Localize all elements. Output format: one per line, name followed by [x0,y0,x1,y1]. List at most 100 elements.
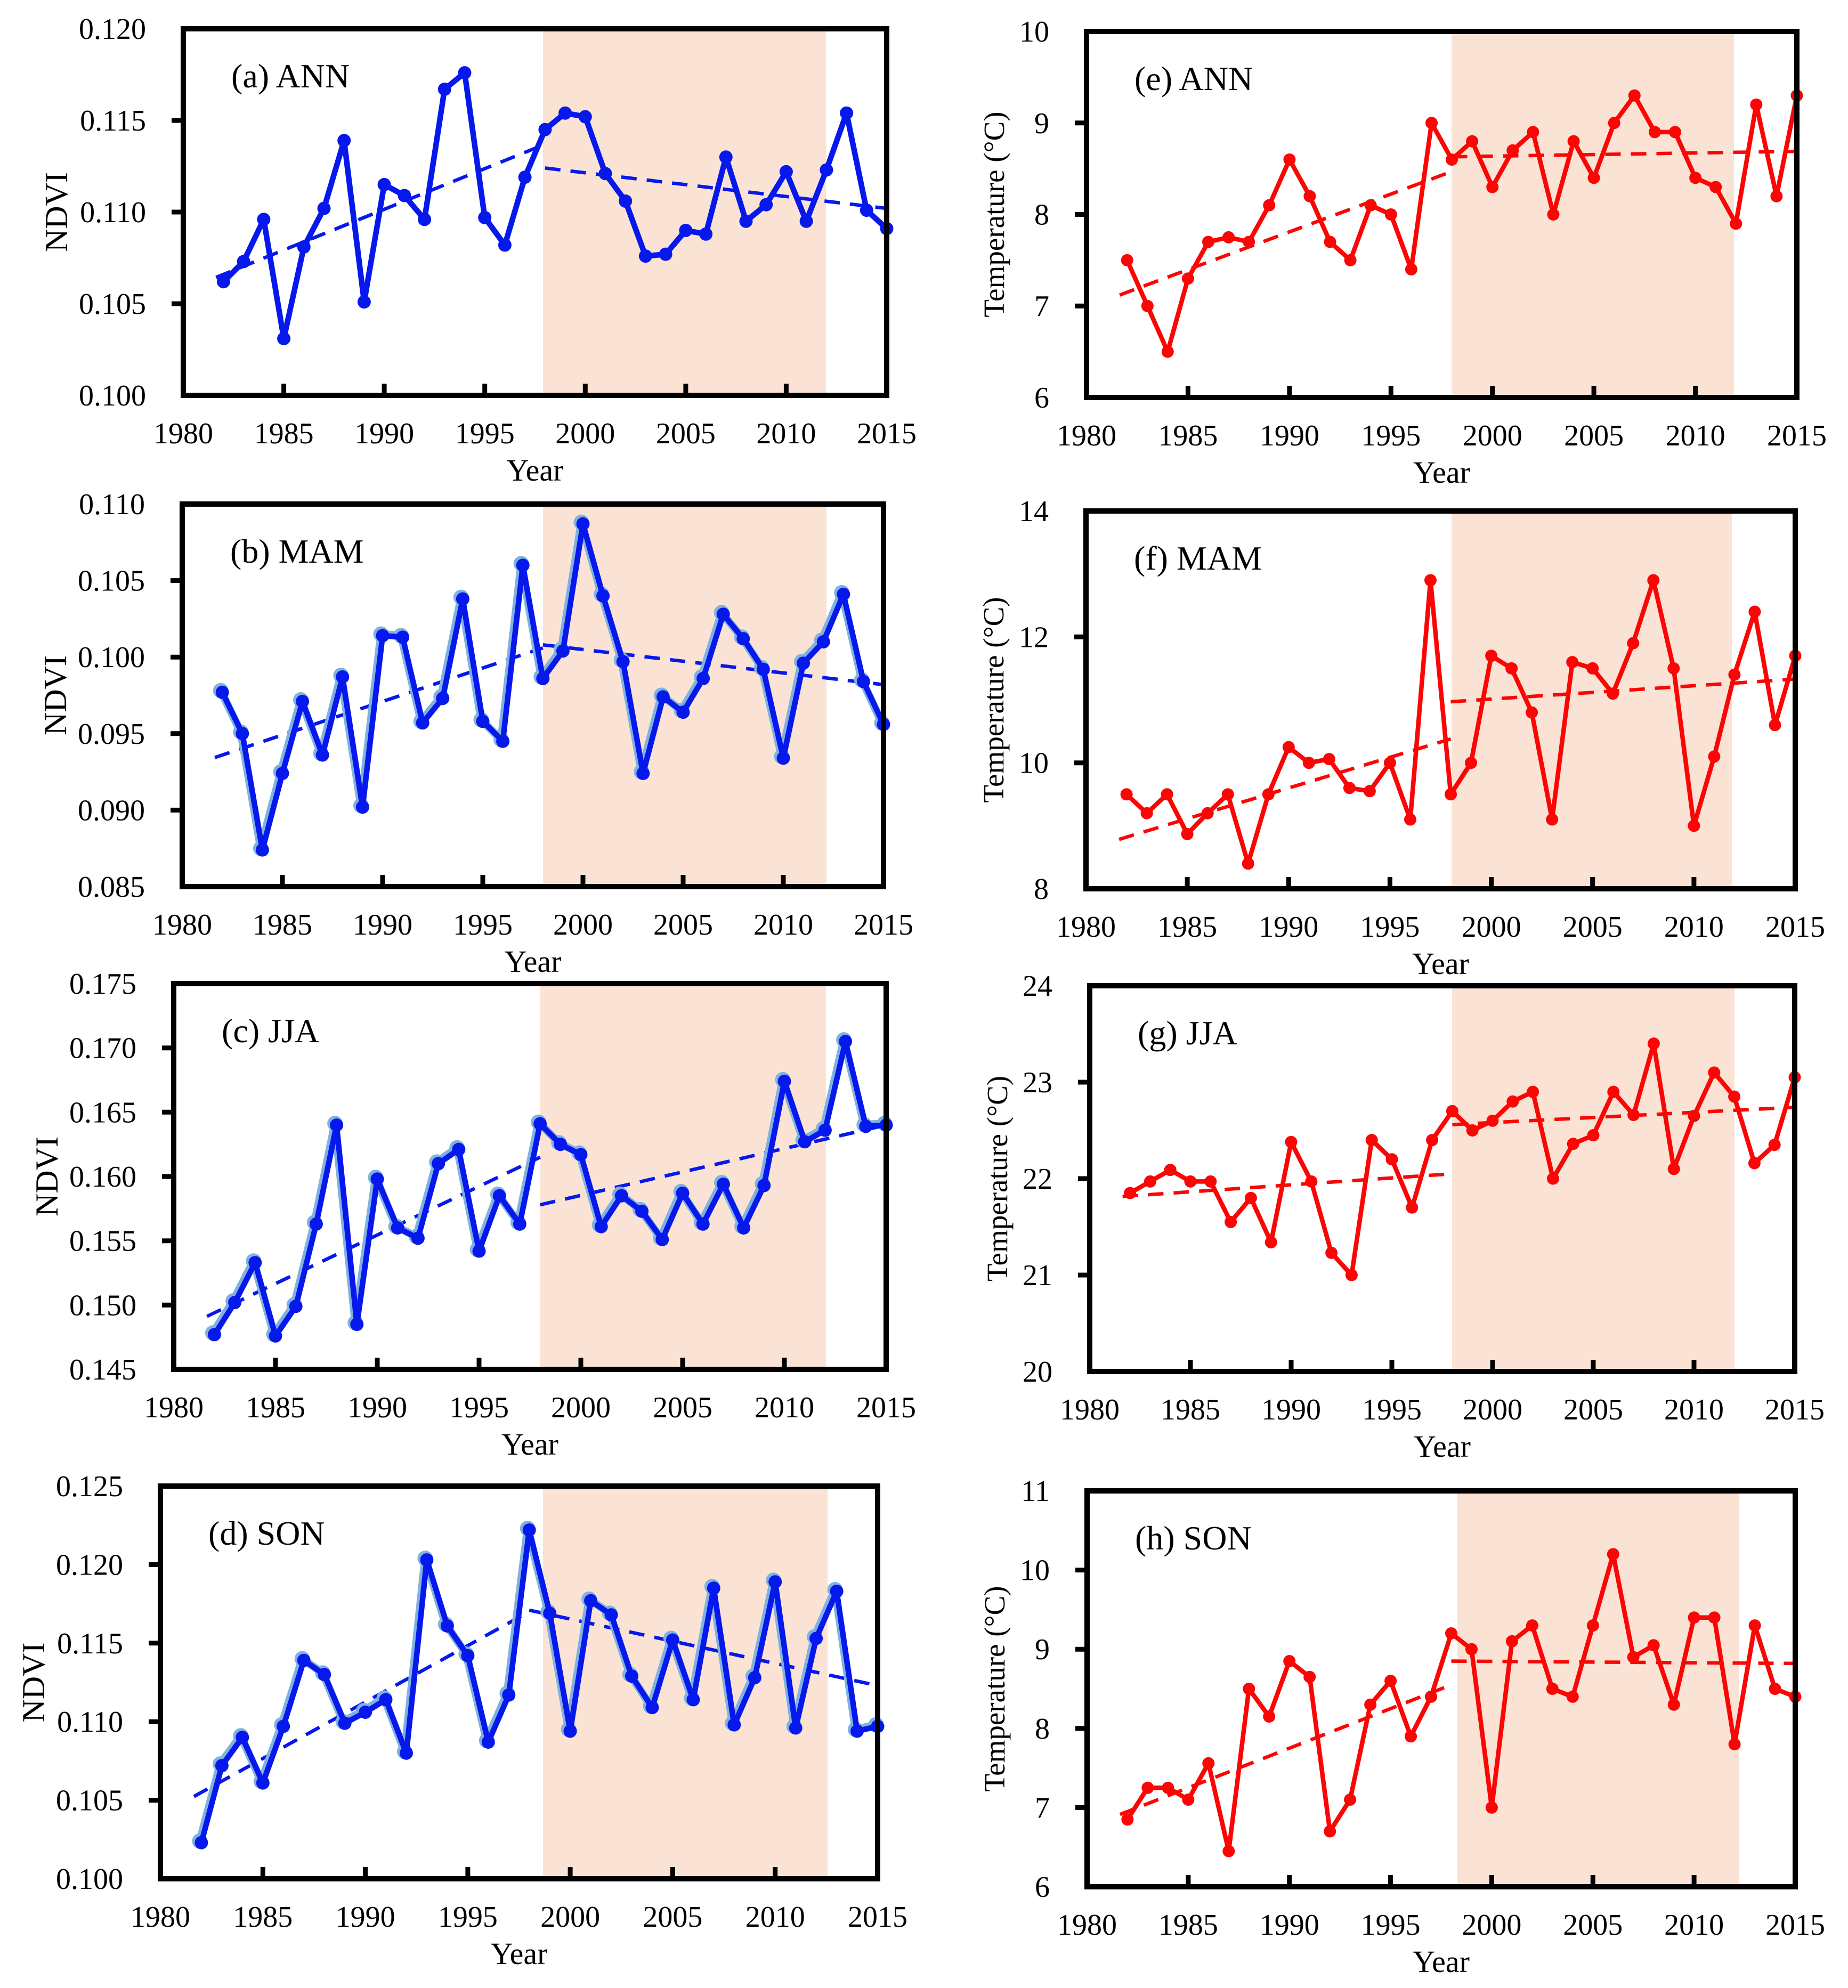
svg-text:0.110: 0.110 [80,196,146,229]
svg-text:(c) JJA: (c) JJA [222,1012,319,1050]
svg-text:1985: 1985 [1157,911,1217,944]
svg-text:0.115: 0.115 [57,1627,123,1660]
svg-text:0.100: 0.100 [56,1863,123,1896]
svg-text:2015: 2015 [848,1901,907,1934]
svg-text:0.145: 0.145 [69,1353,136,1386]
svg-text:6: 6 [1034,382,1049,415]
svg-text:10: 10 [1020,1554,1050,1587]
svg-text:Year: Year [505,944,562,979]
svg-text:0.110: 0.110 [57,1706,123,1739]
svg-text:(b) MAM: (b) MAM [230,532,364,570]
svg-text:9: 9 [1034,107,1049,140]
svg-text:NDVI: NDVI [39,172,74,252]
svg-text:0.085: 0.085 [78,871,145,904]
svg-text:2000: 2000 [553,908,613,942]
svg-text:Temperature (°C): Temperature (°C) [981,1076,1014,1281]
svg-text:Year: Year [1413,1944,1470,1979]
svg-text:1980: 1980 [1057,419,1116,452]
svg-text:(h) SON: (h) SON [1135,1519,1252,1557]
svg-text:1995: 1995 [1361,1909,1421,1942]
svg-text:0.110: 0.110 [79,488,145,521]
svg-text:2000: 2000 [540,1901,600,1934]
svg-text:1995: 1995 [455,417,515,450]
svg-text:1990: 1990 [1261,1393,1321,1426]
svg-text:NDVI: NDVI [38,655,73,735]
svg-text:2000: 2000 [1462,1909,1521,1942]
svg-text:0.155: 0.155 [69,1225,136,1258]
svg-text:1995: 1995 [1361,419,1421,452]
svg-text:Year: Year [491,1936,548,1971]
svg-text:11: 11 [1021,1475,1050,1508]
svg-text:0.165: 0.165 [69,1096,136,1129]
svg-text:1985: 1985 [254,417,314,450]
svg-text:1980: 1980 [1057,1909,1117,1942]
svg-text:2010: 2010 [1666,419,1725,452]
svg-text:14: 14 [1019,495,1049,528]
svg-text:1980: 1980 [144,1391,204,1424]
svg-text:0.120: 0.120 [79,13,146,46]
svg-text:2005: 2005 [1564,419,1624,452]
svg-text:2015: 2015 [854,908,913,942]
svg-text:0.090: 0.090 [78,794,145,827]
svg-text:1995: 1995 [449,1391,509,1424]
svg-text:NDVI: NDVI [16,1643,51,1723]
svg-text:2010: 2010 [1664,911,1724,944]
svg-text:0.125: 0.125 [56,1470,123,1503]
svg-text:1990: 1990 [354,417,414,450]
svg-text:1990: 1990 [347,1391,407,1424]
svg-text:1985: 1985 [1158,419,1218,452]
svg-text:2015: 2015 [857,417,917,450]
svg-text:2000: 2000 [1463,1393,1522,1426]
svg-text:2000: 2000 [1463,419,1522,452]
svg-text:1980: 1980 [153,417,213,450]
svg-text:1990: 1990 [353,908,412,942]
svg-text:0.095: 0.095 [78,718,145,751]
svg-text:10: 10 [1019,747,1049,780]
svg-text:Year: Year [1413,455,1470,490]
svg-text:1995: 1995 [1362,1393,1422,1426]
svg-text:2015: 2015 [1767,419,1827,452]
svg-text:0.115: 0.115 [80,104,146,137]
svg-text:0.120: 0.120 [56,1548,123,1581]
svg-text:2005: 2005 [1563,911,1623,944]
svg-text:1990: 1990 [336,1901,395,1934]
svg-text:2010: 2010 [756,417,816,450]
svg-text:1985: 1985 [246,1391,305,1424]
svg-text:1985: 1985 [233,1901,293,1934]
svg-text:10: 10 [1019,15,1049,48]
svg-text:2015: 2015 [1765,911,1825,944]
svg-text:2015: 2015 [1765,1909,1825,1942]
svg-text:1995: 1995 [1360,911,1420,944]
svg-text:Year: Year [501,1427,558,1462]
svg-text:2005: 2005 [653,908,713,942]
svg-text:2005: 2005 [1563,1393,1623,1426]
svg-text:NDVI: NDVI [29,1137,64,1216]
svg-text:1995: 1995 [438,1901,498,1934]
svg-text:0.170: 0.170 [69,1032,136,1065]
svg-text:2005: 2005 [653,1391,712,1424]
svg-text:23: 23 [1023,1066,1052,1099]
svg-text:Temperature (°C): Temperature (°C) [977,597,1010,802]
svg-text:2015: 2015 [856,1391,916,1424]
svg-text:9: 9 [1035,1633,1050,1666]
svg-text:6: 6 [1035,1871,1050,1904]
svg-text:Year: Year [507,453,564,488]
svg-text:2005: 2005 [643,1901,702,1934]
svg-text:2010: 2010 [1664,1909,1724,1942]
svg-text:0.175: 0.175 [69,968,136,1001]
svg-text:8: 8 [1034,873,1049,906]
svg-text:2000: 2000 [1462,911,1521,944]
svg-text:1980: 1980 [131,1901,190,1934]
svg-text:2010: 2010 [745,1901,805,1934]
svg-text:2000: 2000 [555,417,615,450]
svg-text:0.105: 0.105 [79,288,146,321]
svg-text:7: 7 [1035,1791,1050,1824]
svg-text:1985: 1985 [253,908,312,942]
svg-text:1980: 1980 [1056,911,1116,944]
svg-text:2005: 2005 [656,417,716,450]
svg-text:0.160: 0.160 [69,1161,136,1194]
svg-text:1980: 1980 [152,908,212,942]
svg-text:2000: 2000 [551,1391,611,1424]
svg-text:0.100: 0.100 [78,641,145,674]
svg-text:(f) MAM: (f) MAM [1134,539,1262,577]
